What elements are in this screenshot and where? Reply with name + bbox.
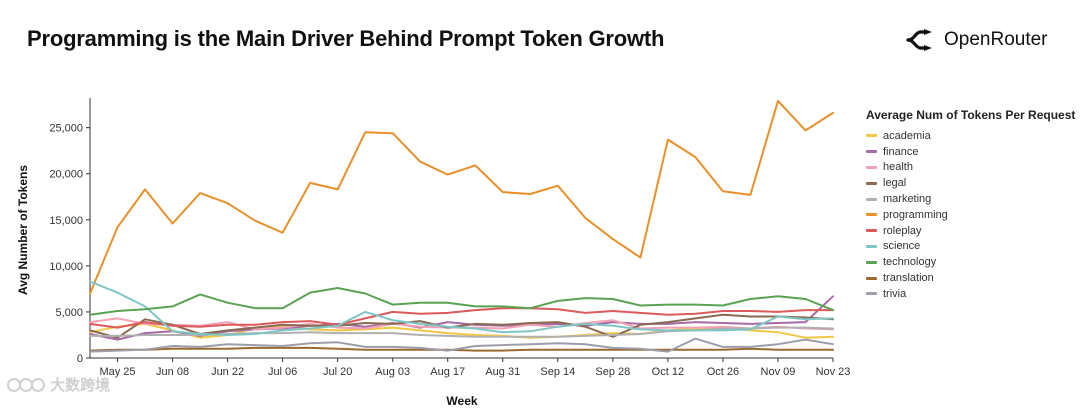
series-line-technology (89, 287, 834, 316)
openrouter-logo-icon (906, 29, 932, 51)
legend-swatch (866, 165, 877, 169)
legend-label: technology (883, 256, 937, 269)
legend-item-science[interactable]: science (866, 239, 1076, 255)
x-tick-label: Aug 31 (485, 366, 520, 378)
series-line-roleplay (89, 307, 834, 329)
legend-label: programming (883, 208, 948, 221)
y-tick-label: 15,000 (49, 215, 83, 227)
legend-swatch (866, 229, 877, 233)
series-line-science (89, 280, 834, 336)
legend-label: finance (883, 145, 919, 158)
legend-swatch (866, 244, 877, 248)
brand-logo[interactable]: OpenRouter (906, 27, 1048, 53)
legend-item-programming[interactable]: programming (866, 207, 1076, 223)
legend-swatch (866, 197, 877, 201)
x-tick-label: Nov 23 (816, 366, 851, 378)
x-tick-label: Aug 03 (375, 366, 410, 378)
legend-label: trivia (883, 287, 907, 300)
legend-item-technology[interactable]: technology (866, 254, 1076, 270)
legend-item-academia[interactable]: academia (866, 128, 1076, 144)
legend-item-trivia[interactable]: trivia (866, 286, 1076, 302)
x-tick-label: Oct 26 (707, 366, 739, 378)
legend-item-health[interactable]: health (866, 160, 1076, 176)
watermark: 大数跨境 (6, 374, 110, 395)
y-tick-label: 0 (77, 353, 83, 365)
legend-item-roleplay[interactable]: roleplay (866, 223, 1076, 239)
x-tick-label: Aug 17 (430, 366, 465, 378)
legend-label: roleplay (883, 224, 922, 237)
legend-label: marketing (883, 193, 932, 206)
legend-swatch (866, 213, 877, 217)
legend-label: legal (883, 177, 907, 190)
series-line-translation (89, 346, 834, 352)
series-line-trivia (89, 337, 834, 353)
legend-label: science (883, 240, 921, 253)
legend-item-legal[interactable]: legal (866, 175, 1076, 191)
x-tick-label: Sep 14 (540, 366, 575, 378)
legend-swatch (866, 276, 877, 280)
series-line-programming (89, 99, 834, 295)
x-tick-label: Jun 08 (156, 366, 189, 378)
legend-swatch (866, 292, 877, 296)
series-line-legal (89, 313, 834, 339)
x-tick-label: May 25 (99, 366, 135, 378)
page-title: Programming is the Main Driver Behind Pr… (27, 26, 665, 51)
y-tick-label: 5,000 (55, 307, 83, 319)
legend-swatch (866, 181, 877, 185)
x-axis-ticks: May 25 Jun 08 Jun 22 Jul 06 Jul 20 Aug 03 Aug … (99, 358, 850, 378)
x-tick-label: Sep 28 (595, 366, 630, 378)
y-tick-label: 20,000 (49, 169, 83, 181)
legend-label: academia (883, 129, 931, 142)
x-axis-title: Week (446, 394, 477, 408)
legend-swatch (866, 150, 877, 154)
legend-swatch (866, 134, 877, 138)
chart-axes (89, 98, 833, 359)
chart-legend: Average Num of Tokens Per Request academ… (866, 108, 1076, 302)
series-line-marketing (89, 326, 834, 338)
watermark-logo-icon (7, 377, 45, 392)
watermark-text: 大数跨境 (50, 377, 111, 394)
legend-items: academia finance health legal marketing progr… (866, 128, 1076, 302)
legend-item-translation[interactable]: translation (866, 270, 1076, 286)
x-tick-label: Oct 12 (652, 366, 684, 378)
legend-title: Average Num of Tokens Per Request (866, 108, 1076, 122)
x-tick-label: Jul 20 (323, 366, 352, 378)
legend-label: health (883, 161, 913, 174)
y-tick-label: 10,000 (49, 261, 83, 273)
x-tick-label: Jul 06 (268, 366, 297, 378)
series-lines (89, 99, 834, 353)
y-axis-ticks: 0 5,000 10,000 15,000 20,000 25,000 (49, 123, 90, 365)
x-tick-label: Nov 09 (761, 366, 796, 378)
y-axis-title: Avg Number of Tokens (16, 165, 30, 295)
legend-item-marketing[interactable]: marketing (866, 191, 1076, 207)
legend-label: translation (883, 272, 934, 285)
legend-swatch (866, 260, 877, 264)
legend-item-finance[interactable]: finance (866, 144, 1076, 160)
brand-name: OpenRouter (944, 29, 1048, 50)
y-tick-label: 25,000 (49, 123, 83, 135)
x-tick-label: Jun 22 (211, 366, 244, 378)
